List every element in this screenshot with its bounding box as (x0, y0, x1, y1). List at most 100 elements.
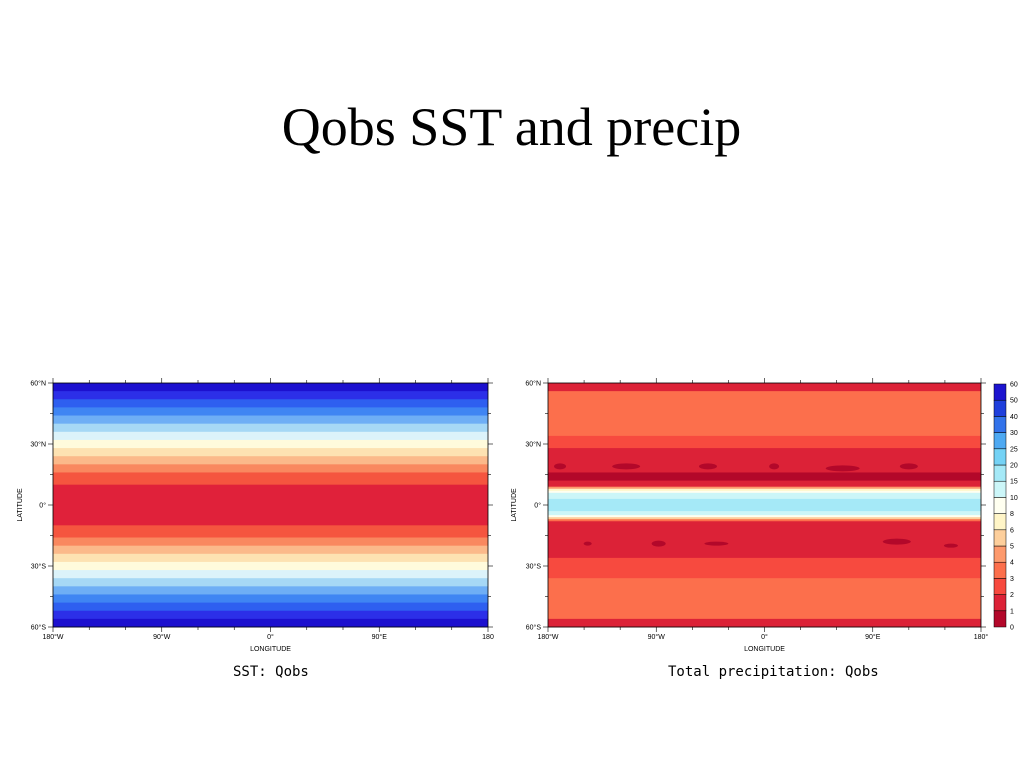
colorbar-label: 15 (1010, 479, 1018, 486)
colorbar-label: 8 (1010, 511, 1014, 518)
lat-band (548, 486, 981, 490)
lat-band (53, 570, 488, 579)
lat-band (548, 511, 981, 516)
x-tick-label: 180°W (537, 633, 558, 641)
y-tick-label: 0° (39, 502, 46, 510)
lat-band (548, 383, 981, 392)
lat-band (53, 594, 488, 603)
lat-band (548, 578, 981, 620)
lat-band (548, 488, 981, 492)
x-axis-label: LONGITUDE (744, 646, 785, 653)
lat-band (53, 431, 488, 441)
slide-title: Qobs SST and precip (281, 97, 742, 157)
lat-band (53, 561, 488, 571)
precip-spot (554, 463, 567, 470)
colorbar: 0 1 2 3 4 5 6 8 10 15 20 25 30 40 50 60 (993, 382, 1018, 632)
y-tick-label: 30°N (30, 441, 46, 449)
colorbar-label: 30 (1010, 430, 1018, 437)
y-tick-label: 60°N (30, 380, 46, 388)
x-tick-label: 180° (974, 633, 989, 641)
lat-band (548, 391, 981, 437)
x-tick-label: 90°E (865, 633, 881, 641)
lat-band (53, 525, 488, 538)
x-tick-label: 0° (267, 633, 274, 641)
lat-band (53, 553, 488, 563)
lat-band (53, 383, 488, 392)
y-tick-label: 60°N (525, 380, 541, 388)
lat-band (548, 517, 981, 520)
lat-band (53, 448, 488, 457)
x-axis-label: LONGITUDE (250, 646, 291, 653)
colorbar-label: 3 (1010, 576, 1014, 583)
lat-band (53, 456, 488, 465)
x-tick-label: 0° (761, 633, 768, 641)
y-tick-label: 0° (534, 502, 541, 510)
lat-band (548, 435, 981, 449)
colorbar-label: 20 (1010, 463, 1018, 470)
lat-band (53, 545, 488, 555)
colorbar-label: 40 (1010, 414, 1018, 421)
colorbar-label: 2 (1010, 592, 1014, 599)
lat-band (53, 399, 488, 408)
precip-spot (882, 538, 911, 545)
precip-caption: Total precipitation: Qobs (668, 664, 879, 680)
colorbar-swatch (993, 399, 1007, 417)
precip-spot (583, 541, 592, 546)
lat-band (53, 439, 488, 449)
colorbar-swatch (993, 561, 1007, 579)
precip-spot (612, 463, 641, 470)
lat-band (548, 472, 981, 481)
colorbar-label: 4 (1010, 560, 1014, 567)
y-axis-label: LATITUDE (511, 488, 518, 522)
y-tick-label: 60°S (526, 624, 542, 632)
precip-spot (704, 541, 729, 546)
lat-band (53, 464, 488, 473)
lat-band (548, 492, 981, 500)
precip-spot (825, 465, 860, 472)
precip-map: 180°W 90°W 0° 90°E 180° 60°N 30°N 0° 30°S 60°S LON… (511, 378, 1018, 653)
lat-band (53, 407, 488, 416)
lat-band (548, 515, 981, 518)
colorbar-label: 6 (1010, 527, 1014, 534)
x-tick-label: 180°W (42, 633, 63, 641)
lat-band (53, 586, 488, 595)
y-tick-label: 60°S (31, 624, 47, 632)
colorbar-label: 25 (1010, 446, 1018, 453)
lat-band (53, 602, 488, 612)
colorbar-swatch (993, 529, 1007, 547)
lat-band (548, 618, 981, 628)
lat-band (53, 415, 488, 425)
lat-band (548, 557, 981, 579)
lat-band (53, 610, 488, 620)
y-tick-label: 30°S (31, 563, 47, 571)
precip-spot (769, 463, 780, 470)
precip-spot (943, 543, 958, 548)
map-field (548, 383, 981, 628)
lat-band (548, 448, 981, 473)
x-tick-label: 90°W (153, 633, 171, 641)
colorbar-swatch (993, 480, 1007, 498)
colorbar-swatch (993, 497, 1007, 514)
colorbar-label: 60 (1010, 382, 1018, 389)
y-axis-label: LATITUDE (17, 488, 24, 522)
colorbar-swatch (993, 416, 1007, 433)
y-tick-label: 30°N (525, 441, 541, 449)
x-tick-label: 90°E (372, 633, 388, 641)
colorbar-swatch (993, 610, 1007, 628)
lat-band (53, 578, 488, 587)
map-field (53, 383, 488, 628)
lat-band (548, 519, 981, 522)
colorbar-label: 10 (1010, 495, 1018, 502)
precip-spot (899, 463, 918, 470)
colorbar-swatch (993, 578, 1007, 595)
lat-band (53, 537, 488, 547)
lat-band (53, 472, 488, 486)
lat-band (53, 618, 488, 628)
colorbar-swatch (993, 383, 1007, 401)
colorbar-swatch (993, 594, 1007, 612)
sst-caption: SST: Qobs (233, 664, 309, 680)
precip-spot (698, 463, 717, 470)
colorbar-swatch (993, 545, 1007, 563)
y-tick-label: 30°S (526, 563, 542, 571)
colorbar-label: 5 (1010, 544, 1014, 551)
